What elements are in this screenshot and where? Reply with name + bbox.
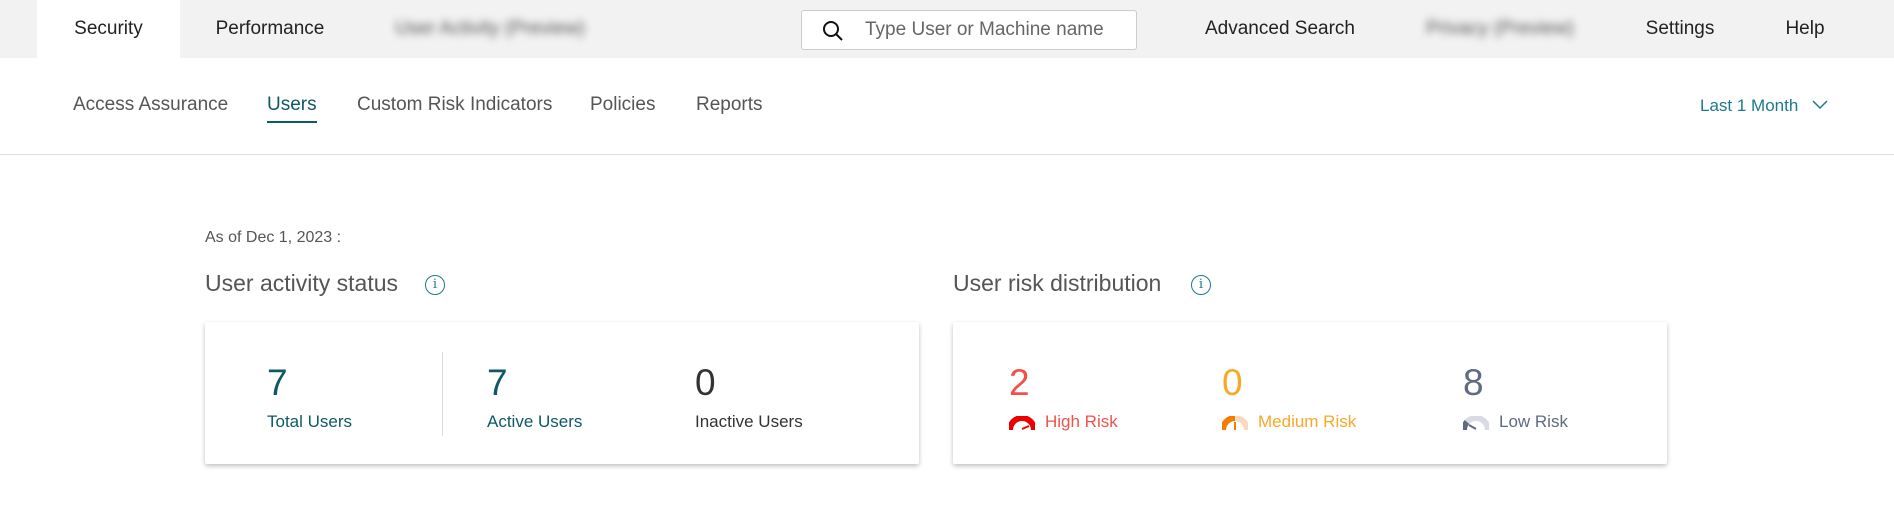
- subnav-reports[interactable]: Reports: [696, 94, 763, 115]
- risk-title: User risk distribution: [953, 270, 1162, 296]
- activity-title: User activity status: [205, 270, 398, 296]
- low-risk-label[interactable]: Low Risk: [1499, 412, 1568, 431]
- total-users-label[interactable]: Total Users: [267, 412, 353, 431]
- subnav-users[interactable]: Users: [267, 94, 317, 123]
- tab-performance[interactable]: Performance: [215, 18, 325, 39]
- active-users-label[interactable]: Active Users: [487, 412, 583, 431]
- subnav-policies[interactable]: Policies: [590, 94, 656, 115]
- subnav-access-assurance[interactable]: Access Assurance: [73, 94, 229, 115]
- total-users-count[interactable]: 7: [267, 362, 288, 403]
- high-risk-gauge-icon: [1009, 416, 1035, 430]
- settings-link[interactable]: Settings: [1645, 18, 1715, 39]
- search-icon: [823, 21, 843, 41]
- time-range-dropdown[interactable]: Last 1 Month: [1700, 96, 1829, 116]
- user-activity-card: 7 Total Users 7 Active Users 0 Inactive …: [205, 322, 919, 464]
- divider: [442, 352, 443, 436]
- low-risk-gauge-icon: [1463, 416, 1489, 430]
- help-link[interactable]: Help: [1785, 18, 1825, 39]
- high-risk-label[interactable]: High Risk: [1045, 412, 1118, 431]
- privacy-link[interactable]: Privacy (Preview): [1426, 18, 1574, 39]
- info-icon[interactable]: i: [425, 275, 445, 295]
- active-users-count[interactable]: 7: [487, 362, 508, 403]
- inactive-users-label: Inactive Users: [695, 412, 803, 431]
- high-risk-count[interactable]: 2: [1009, 362, 1030, 403]
- advanced-search-link[interactable]: Advanced Search: [1205, 18, 1355, 39]
- tab-user-activity[interactable]: User Activity (Preview): [394, 18, 586, 39]
- medium-risk-gauge-icon: [1222, 416, 1248, 430]
- chevron-down-icon: [1812, 100, 1828, 110]
- medium-risk-count[interactable]: 0: [1222, 362, 1243, 403]
- time-range-label: Last 1 Month: [1700, 96, 1799, 115]
- tab-security[interactable]: Security: [37, 0, 180, 58]
- info-icon[interactable]: i: [1191, 275, 1211, 295]
- search-input[interactable]: Type User or Machine name: [801, 10, 1137, 50]
- divider: [0, 154, 1894, 155]
- top-nav: Security Performance User Activity (Prev…: [0, 0, 1894, 58]
- low-risk-count[interactable]: 8: [1463, 362, 1484, 403]
- search-placeholder: Type User or Machine name: [865, 19, 1104, 40]
- subnav-custom-risk-indicators[interactable]: Custom Risk Indicators: [357, 94, 553, 115]
- as-of-date: As of Dec 1, 2023 :: [205, 229, 342, 246]
- inactive-users-count: 0: [695, 362, 716, 403]
- user-risk-card: 2 High Risk 0 Medium Risk 8 Low Risk: [953, 322, 1667, 464]
- medium-risk-label[interactable]: Medium Risk: [1258, 412, 1357, 431]
